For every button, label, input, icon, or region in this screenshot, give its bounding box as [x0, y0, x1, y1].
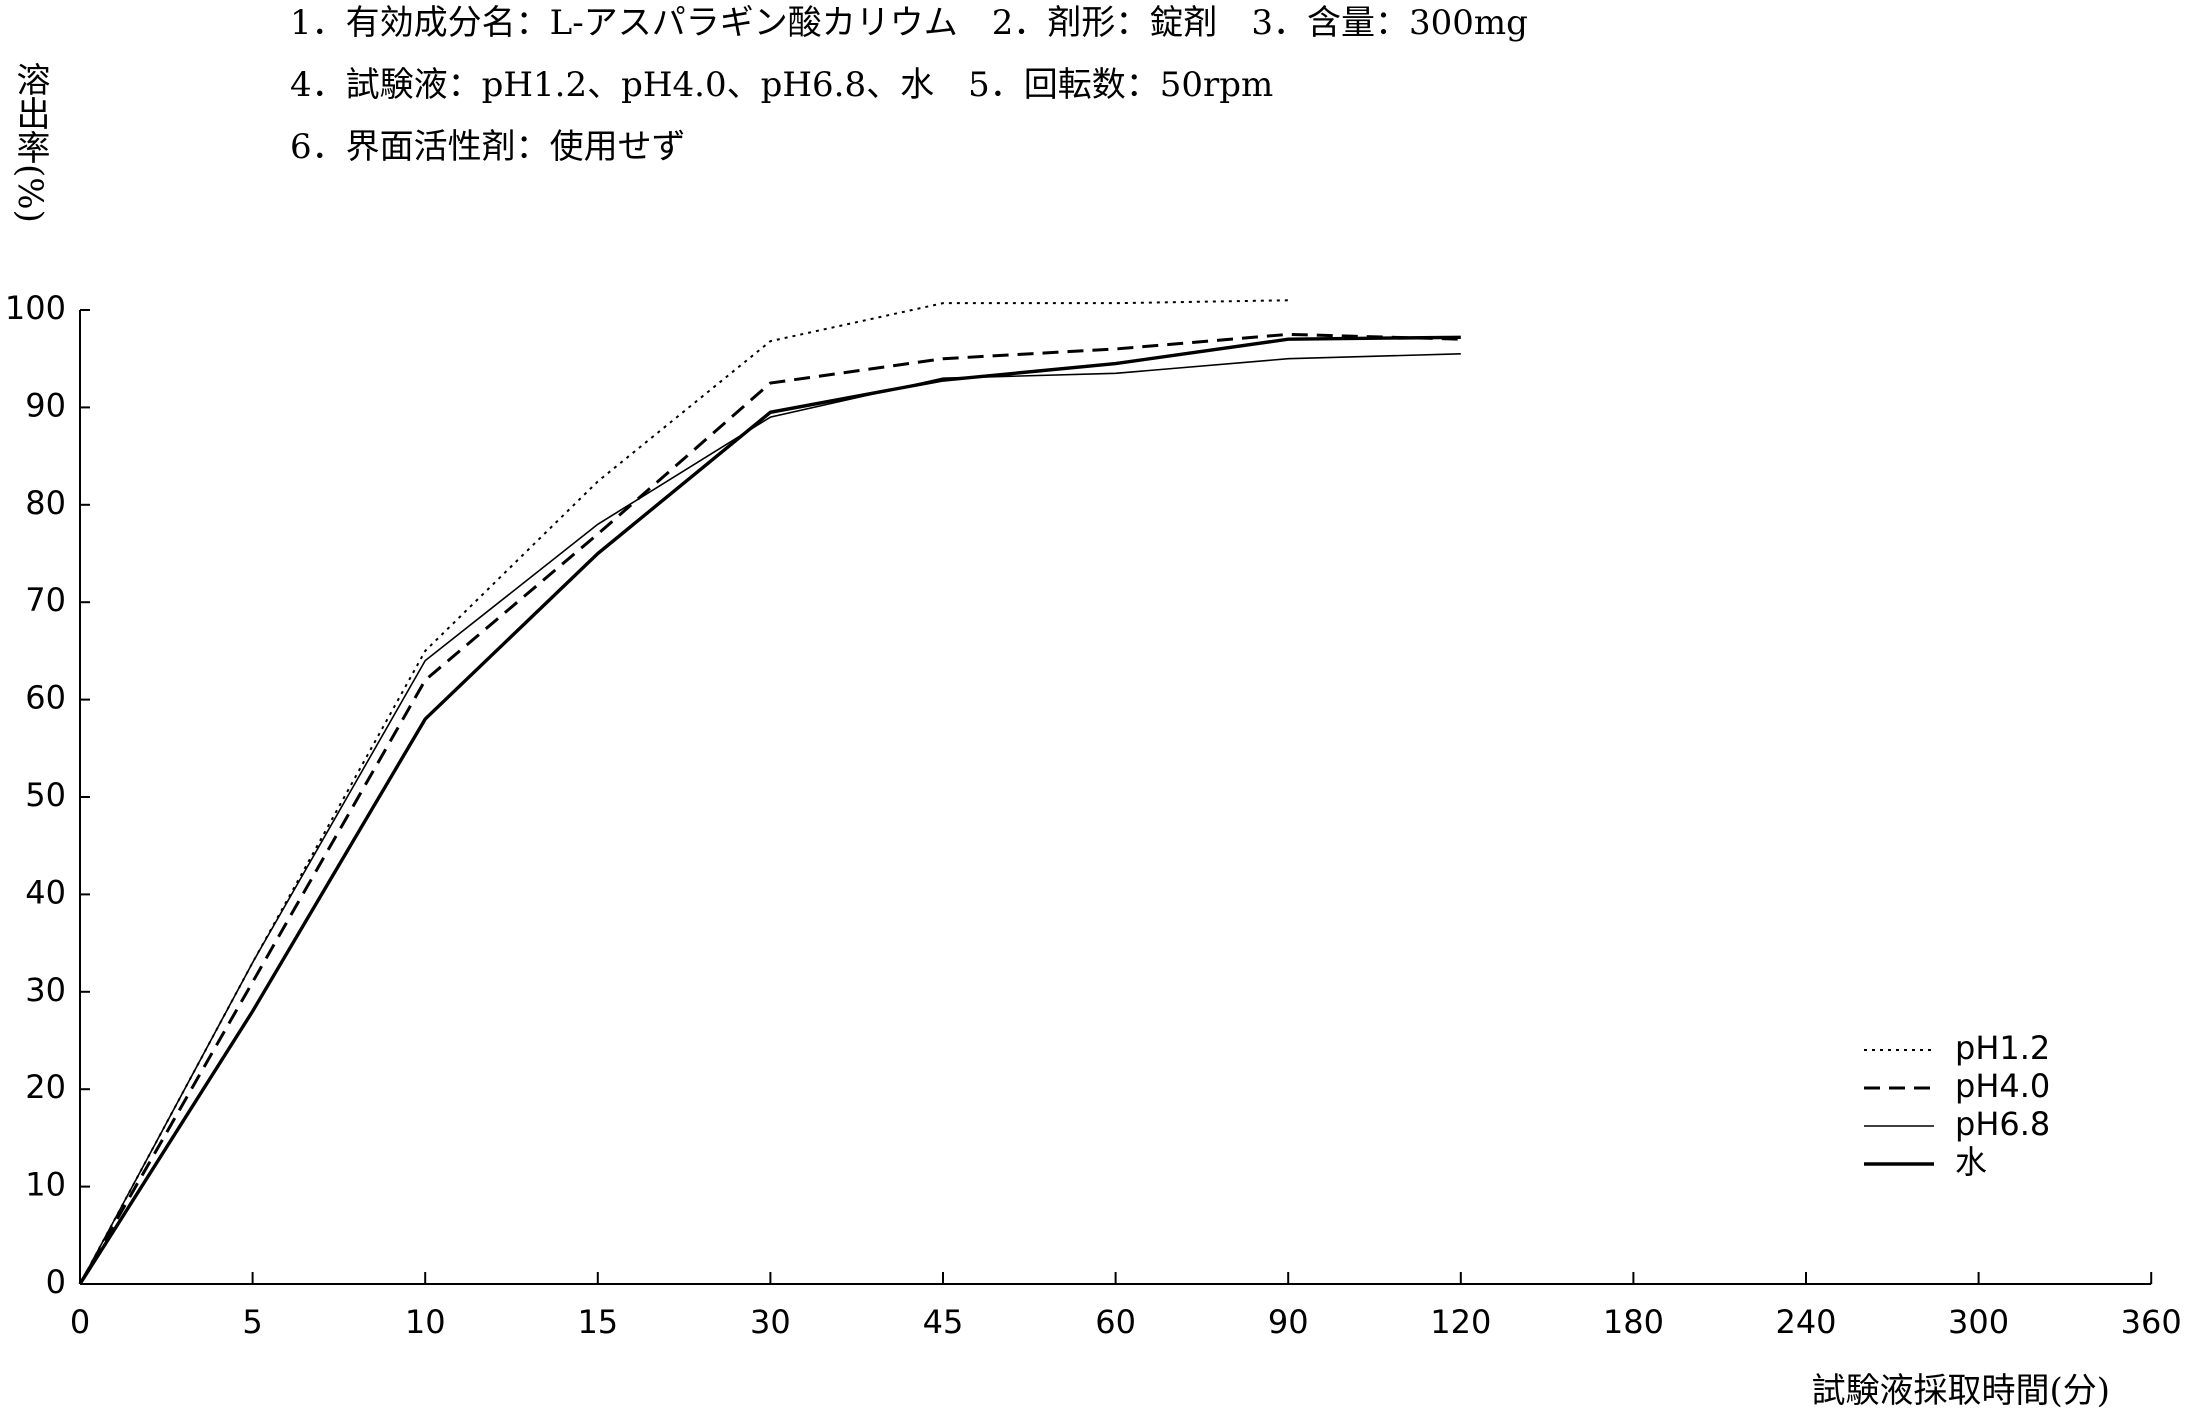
series-line: [78, 332, 1461, 1285]
annotations: 1．有効成分名：L-アスパラギン酸カリウム 2．剤形：錠剤 3．含量：300mg…: [290, 3, 1528, 167]
x-tick-label: 240: [1775, 1303, 1836, 1341]
y-tick-label: 30: [25, 971, 66, 1009]
x-tick-label: 180: [1603, 1303, 1664, 1341]
x-axis-label: 試験液採取時間(分): [1811, 1371, 2110, 1411]
legend-label: pH6.8: [1955, 1105, 2050, 1143]
y-tick-label: 20: [25, 1068, 66, 1106]
y-tick-label: 80: [25, 484, 66, 522]
legend-label: pH4.0: [1955, 1067, 2050, 1105]
y-tick-label: 40: [25, 873, 66, 911]
legend-label: pH1.2: [1955, 1029, 2050, 1067]
legend-label: 水: [1955, 1143, 1987, 1181]
x-tick-label: 30: [750, 1303, 791, 1341]
y-tick-label: 100: [5, 289, 66, 327]
annotation: 6．界面活性剤：使用せず: [290, 127, 686, 167]
series-line: [79, 299, 1289, 1285]
x-tick-label: 5: [242, 1303, 262, 1341]
x-tick-label: 0: [70, 1303, 90, 1341]
y-tick-label: 60: [25, 679, 66, 717]
x-tick-label: 60: [1095, 1303, 1136, 1341]
x-tick-label: 360: [2121, 1303, 2182, 1341]
x-tick-label: 300: [1948, 1303, 2009, 1341]
x-tick-label: 45: [923, 1303, 964, 1341]
x-tick-label: 15: [577, 1303, 618, 1341]
y-tick-label: 50: [25, 776, 66, 814]
y-tick-label: 0: [46, 1263, 66, 1301]
y-axis-label: 溶出率(%): [10, 62, 50, 223]
y-tick-label: 90: [25, 386, 66, 424]
annotation: 4．試験液：pH1.2、pH4.0、pH6.8、水 5．回転数：50rpm: [290, 65, 1273, 105]
annotation: 1．有効成分名：L-アスパラギン酸カリウム 2．剤形：錠剤 3．含量：300mg: [290, 3, 1528, 43]
series-line: [79, 353, 1461, 1285]
y-tick-label: 10: [25, 1166, 66, 1204]
x-tick-label: 120: [1430, 1303, 1491, 1341]
x-tick-label: 10: [405, 1303, 446, 1341]
x-tick-label: 90: [1268, 1303, 1309, 1341]
series-line: [78, 335, 1461, 1285]
y-tick-label: 70: [25, 581, 66, 619]
